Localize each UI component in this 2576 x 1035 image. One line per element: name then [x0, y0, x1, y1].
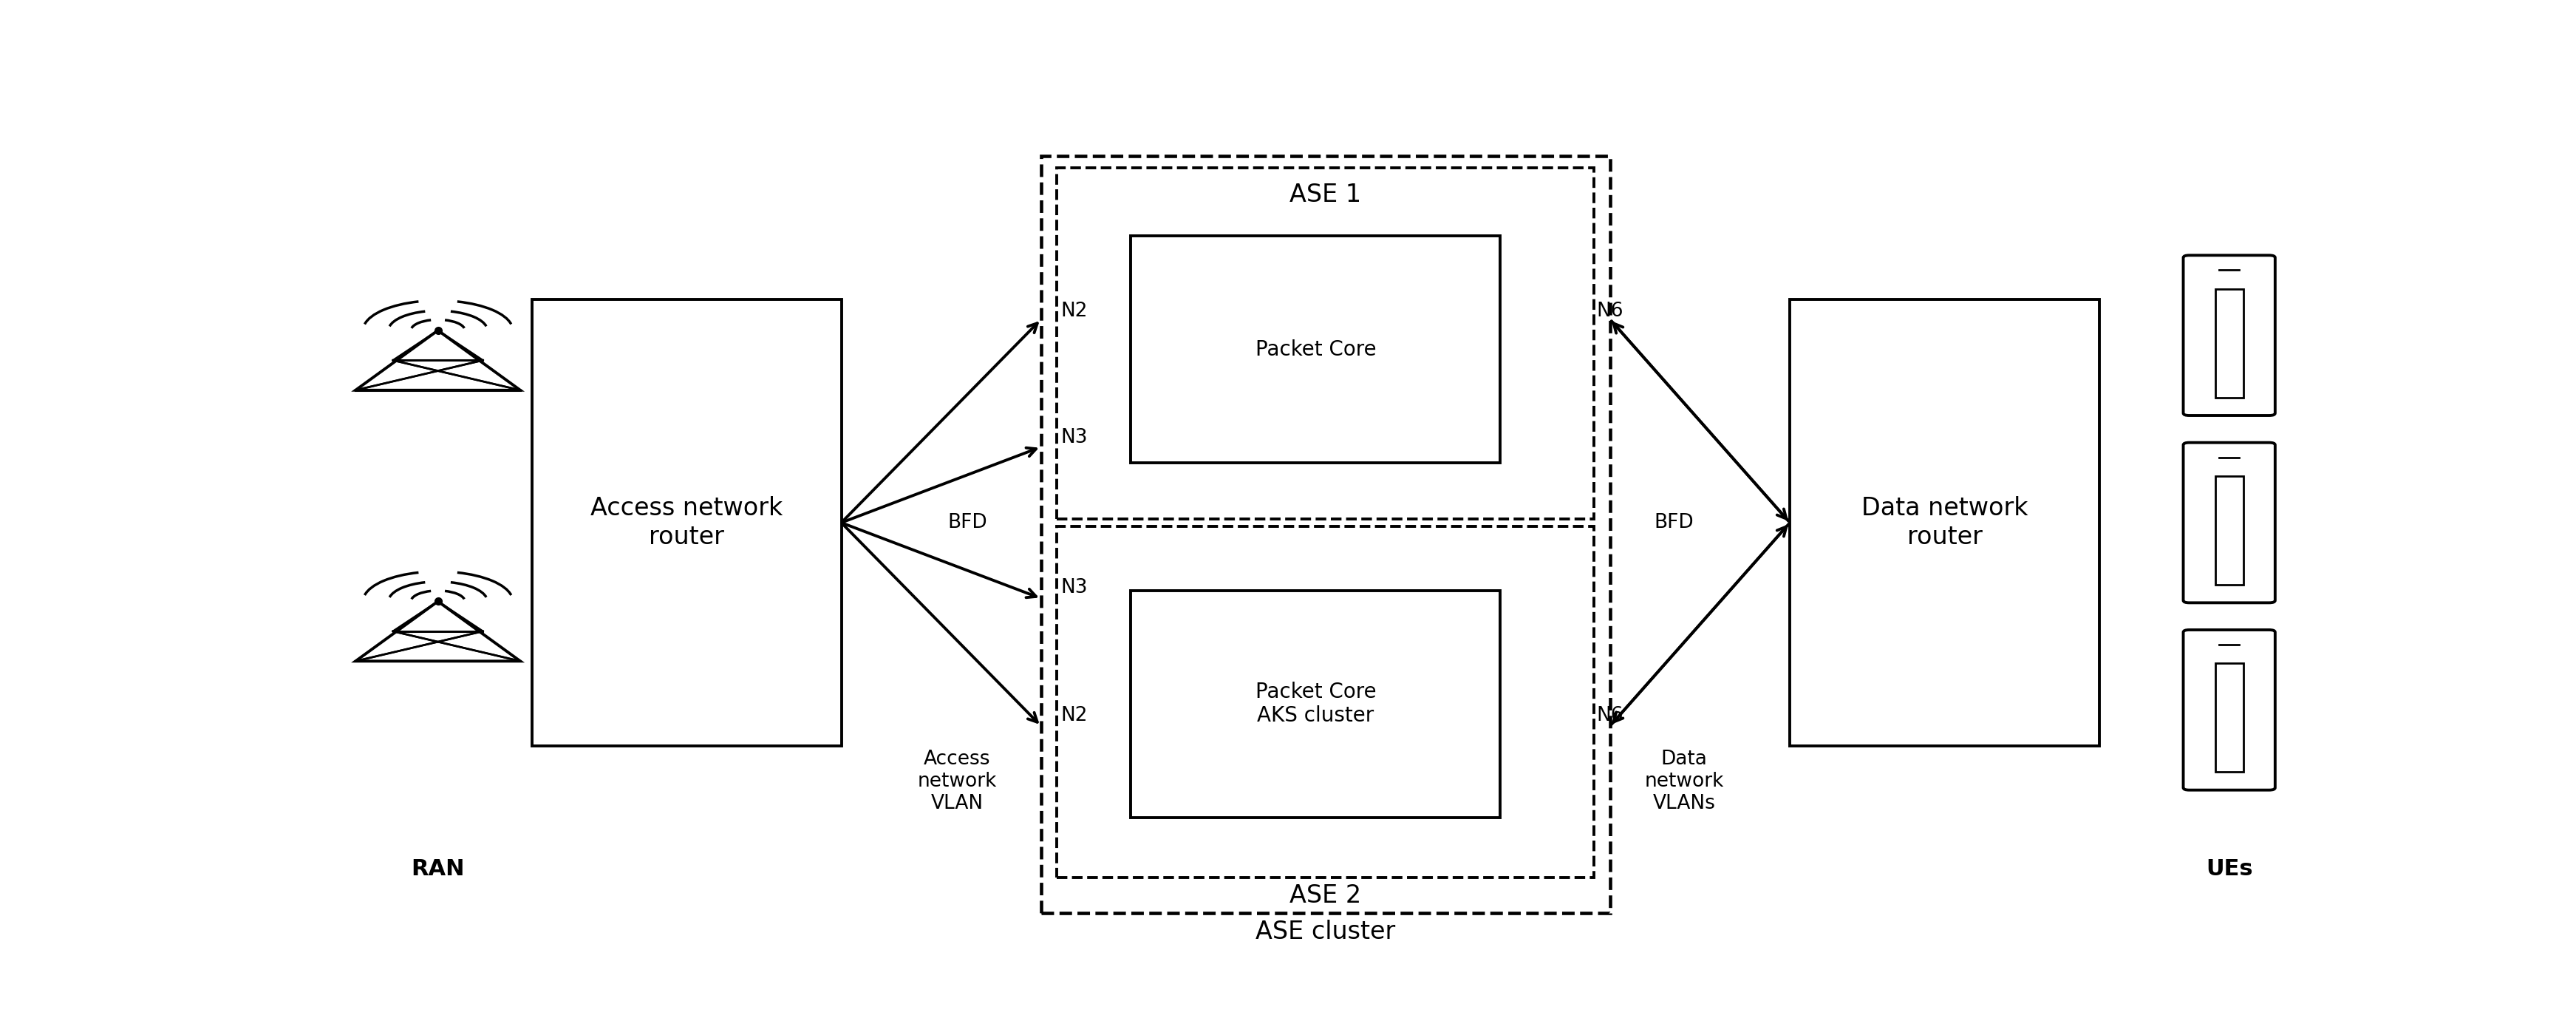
Bar [1790, 299, 2099, 746]
Text: Packet Core: Packet Core [1255, 339, 1376, 360]
Bar [2215, 663, 2244, 772]
Text: N6: N6 [1595, 302, 1623, 321]
Text: N2: N2 [1061, 706, 1087, 726]
Text: N3: N3 [1061, 427, 1087, 447]
Bar [1131, 590, 1499, 818]
Text: ASE 2: ASE 2 [1288, 884, 1360, 908]
Text: BFD: BFD [1654, 513, 1692, 532]
FancyBboxPatch shape [2182, 630, 2275, 790]
Text: Access network
router: Access network router [590, 497, 783, 549]
Text: BFD: BFD [948, 513, 987, 532]
Bar [1041, 156, 1610, 913]
Bar [1131, 236, 1499, 463]
Text: Data network
router: Data network router [1860, 497, 2027, 549]
Bar [531, 299, 842, 746]
Text: Access
network
VLAN: Access network VLAN [917, 750, 997, 814]
Bar [1056, 168, 1595, 519]
Bar [1056, 527, 1595, 878]
Text: N6: N6 [1595, 706, 1623, 726]
FancyBboxPatch shape [2182, 443, 2275, 602]
Text: RAN: RAN [412, 859, 464, 880]
Bar [2215, 476, 2244, 585]
Text: ASE 1: ASE 1 [1291, 182, 1360, 207]
Text: N2: N2 [1061, 302, 1087, 321]
Text: Data
network
VLANs: Data network VLANs [1643, 750, 1723, 814]
Text: ASE cluster: ASE cluster [1255, 919, 1396, 944]
Bar [2215, 289, 2244, 397]
Text: N3: N3 [1061, 579, 1087, 597]
Text: UEs: UEs [2205, 859, 2251, 880]
FancyBboxPatch shape [2182, 256, 2275, 415]
Text: Packet Core
AKS cluster: Packet Core AKS cluster [1255, 682, 1376, 727]
